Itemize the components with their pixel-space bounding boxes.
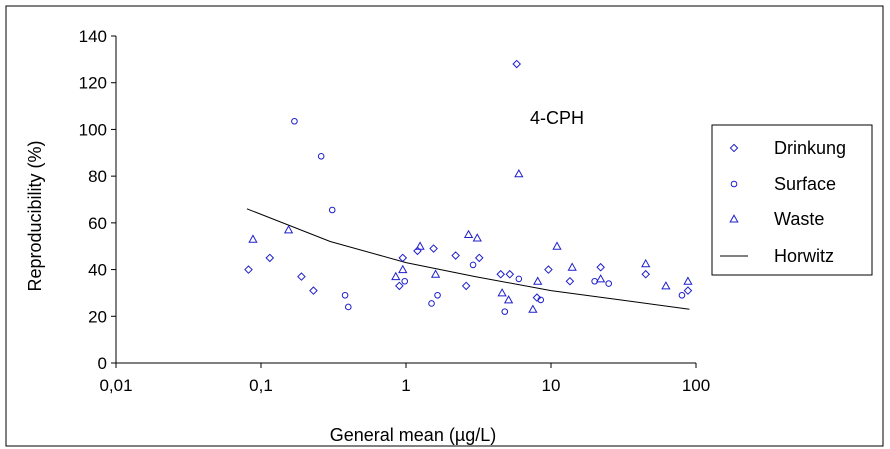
data-point-triangle	[528, 304, 538, 313]
legend-circle-icon	[730, 180, 738, 188]
data-point-triangle	[641, 258, 651, 268]
y-tick-label: 140	[79, 27, 107, 46]
y-tick-label: 120	[79, 74, 107, 93]
x-tick-label: 10	[542, 376, 561, 395]
legend-triangle-icon	[729, 214, 739, 223]
legend-label: Waste	[774, 209, 824, 229]
data-point-diamond	[474, 253, 484, 263]
data-point-diamond	[451, 251, 460, 260]
data-point-diamond	[532, 293, 542, 302]
data-point-triangle	[595, 274, 606, 283]
data-point-diamond	[429, 244, 438, 253]
y-tick-label: 60	[88, 214, 107, 233]
data-point-diamond	[565, 276, 575, 286]
data-point-triangle	[533, 276, 543, 285]
data-point-diamond	[544, 265, 553, 274]
y-tick-label: 0	[98, 354, 107, 373]
data-point-circle	[317, 152, 325, 160]
y-tick-label: 80	[88, 167, 107, 186]
data-point-triangle	[683, 276, 693, 285]
x-axis-title: General mean (µg/L)	[330, 425, 496, 445]
y-tick-label: 20	[88, 307, 107, 326]
data-point-triangle	[661, 281, 671, 290]
legend-label: Drinkung	[774, 138, 846, 158]
data-point-diamond	[461, 281, 471, 291]
data-point-triangle	[398, 264, 408, 274]
data-point-triangle	[497, 288, 507, 297]
data-point-triangle	[472, 233, 482, 242]
y-tick-label: 100	[79, 120, 107, 139]
data-point-triangle	[248, 234, 258, 243]
axes: 0 20 40 60 80 100 120 140 0,01 0,1 1 10 100	[79, 27, 711, 395]
y-axis-title: Reproducibility (%)	[25, 140, 45, 291]
data-point-diamond	[496, 269, 506, 279]
legend-box	[711, 124, 873, 276]
data-point-circle	[469, 261, 477, 269]
series-diamond	[244, 59, 693, 302]
data-point-triangle	[567, 262, 577, 271]
series-circle	[291, 117, 686, 315]
data-point-triangle	[552, 241, 562, 250]
data-point-circle	[515, 275, 523, 283]
data-point-diamond	[512, 59, 522, 69]
data-point-circle	[401, 277, 409, 285]
data-point-diamond	[265, 253, 275, 263]
data-marks	[244, 59, 693, 315]
legend-diamond-icon	[729, 143, 739, 153]
y-tick-label: 40	[88, 261, 107, 280]
x-tick-label: 100	[682, 376, 710, 395]
data-point-triangle	[430, 269, 441, 278]
series-triangle	[248, 168, 693, 313]
data-point-diamond	[505, 269, 515, 279]
data-point-circle	[428, 300, 435, 307]
data-point-circle	[605, 280, 613, 287]
data-point-diamond	[683, 286, 693, 295]
data-point-triangle	[463, 229, 474, 239]
data-point-circle	[537, 296, 545, 304]
horwitz-line	[246, 208, 690, 310]
data-point-diamond	[641, 269, 651, 279]
chart-annotation: 4-CPH	[530, 108, 584, 128]
data-point-circle	[501, 308, 509, 315]
legend-label: Surface	[774, 174, 836, 194]
data-point-triangle	[514, 168, 524, 178]
legend-label: Horwitz	[774, 246, 834, 266]
data-point-circle	[291, 117, 298, 125]
data-point-diamond	[309, 286, 318, 295]
legend: Drinkung Surface Waste Horwitz	[711, 124, 873, 276]
data-point-diamond	[395, 281, 404, 291]
data-point-triangle	[391, 271, 401, 281]
data-point-circle	[434, 291, 441, 299]
data-point-diamond	[297, 272, 306, 281]
x-tick-label: 1	[401, 376, 410, 395]
data-point-triangle	[415, 241, 425, 250]
x-tick-label: 0,1	[249, 376, 273, 395]
data-point-diamond	[398, 253, 408, 263]
data-point-triangle	[503, 295, 514, 304]
x-tick-label: 0,01	[99, 376, 132, 395]
data-point-circle	[341, 291, 349, 299]
data-point-circle	[328, 206, 336, 214]
data-point-diamond	[596, 262, 605, 272]
data-point-circle	[678, 291, 686, 299]
data-point-diamond	[244, 265, 253, 274]
data-point-circle	[344, 303, 352, 311]
data-point-triangle	[283, 225, 294, 234]
